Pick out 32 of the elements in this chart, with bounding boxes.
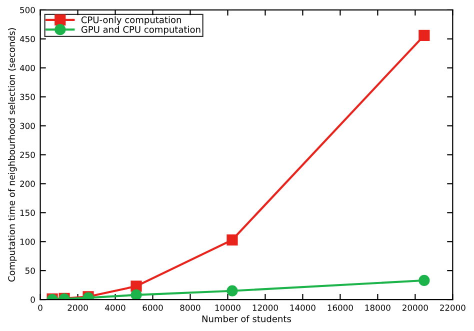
x-tick-label: 10000	[215, 304, 240, 311]
x-tick-label: 2000	[68, 304, 88, 311]
point	[130, 289, 142, 300]
y-tick-label: 0	[30, 296, 35, 303]
point	[226, 285, 238, 296]
y-tick-label: 300	[20, 122, 35, 130]
x-tick-label: 8000	[180, 304, 200, 311]
x-tick-label: 22000	[440, 304, 466, 311]
x-tick-label: 14000	[290, 304, 316, 311]
x-tick-label: 18000	[365, 304, 390, 311]
x-tick-label: 6000	[142, 304, 163, 311]
x-axis-title: Number of students	[202, 315, 291, 322]
y-tick-label: 350	[20, 94, 35, 100]
y-tick-label: 400	[20, 64, 35, 72]
x-tick-label: 0	[38, 304, 42, 311]
point	[226, 234, 238, 246]
x-tick-label: 12000	[252, 304, 278, 311]
point	[418, 274, 430, 286]
y-tick-label: 100	[20, 238, 35, 245]
y-tick-label: 450	[20, 36, 35, 42]
y-tick-label: 200	[20, 180, 35, 187]
legend-label: GPU and CPU computation	[81, 26, 200, 35]
x-tick-label: 20000	[402, 304, 428, 311]
y-tick-label: 50	[25, 268, 35, 274]
y-tick-label: 150	[20, 210, 35, 216]
point	[418, 30, 430, 41]
x-tick-label: 16000	[328, 304, 353, 311]
y-axis-title: Computation time of neighbourhood selection (seconds)	[8, 28, 17, 282]
y-tick-label: 500	[20, 6, 35, 14]
y-tick-label: 250	[20, 152, 35, 158]
x-tick-label: 4000	[105, 304, 126, 311]
legend-label: CPU-only computation	[81, 16, 181, 25]
